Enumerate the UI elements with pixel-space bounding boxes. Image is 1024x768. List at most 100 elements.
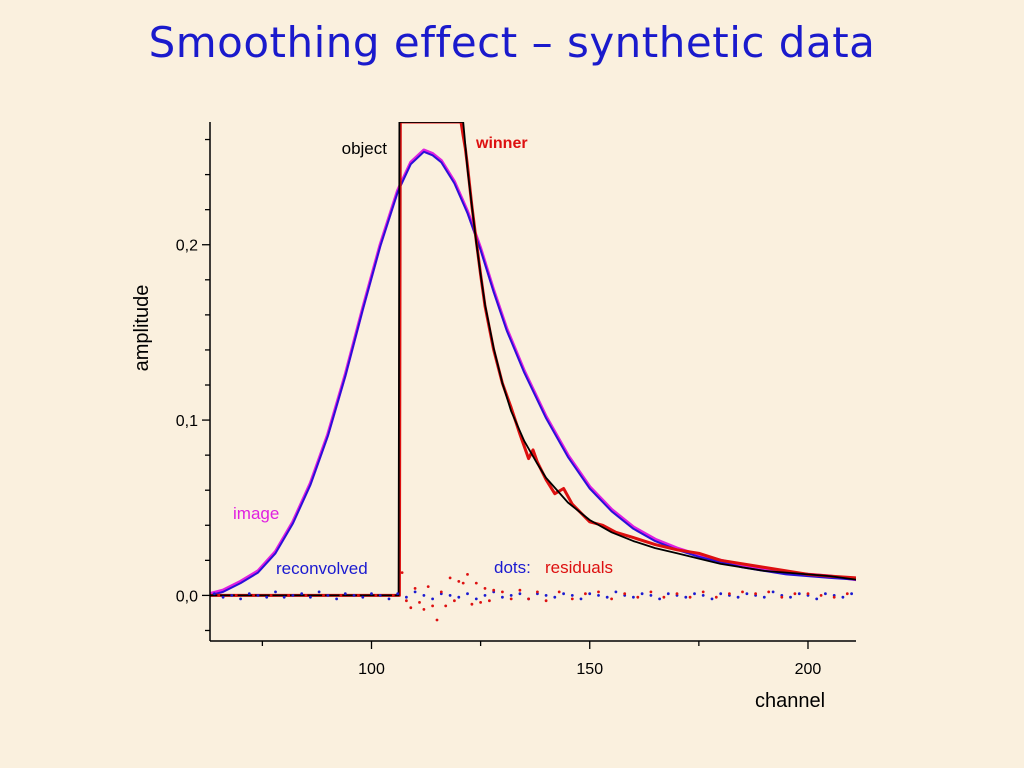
residual-dot-winner [701,590,705,594]
residual-dot-winner [483,587,487,590]
residual-dot-winner [461,581,465,585]
residual-dot-reconvolved [815,597,819,601]
residual-dot-reconvolved [509,594,513,597]
residual-dot-reconvolved [745,592,749,596]
residual-dot-winner [409,606,413,610]
residual-dot-reconvolved [518,592,522,596]
residual-layer [213,571,853,622]
annotation-winner: winner [475,135,528,152]
residual-dot-reconvolved [282,595,286,599]
residual-dot-winner [357,594,360,597]
residual-dot-winner [662,595,666,599]
residual-dot-reconvolved [570,594,574,597]
series-line-reconvolved [210,150,856,597]
residual-dot-winner [518,588,522,592]
residual-dot-reconvolved [666,592,670,596]
residual-dot-reconvolved [719,592,723,596]
residual-dot-winner [304,594,308,597]
residual-dot-winner [793,592,797,596]
annotation-residuals: residuals [545,558,613,577]
residual-dot-winner [536,590,539,594]
residual-dot-reconvolved [588,592,592,596]
residual-dot-reconvolved [579,597,583,601]
residual-dot-winner [457,580,461,583]
residual-dot-winner [557,590,561,594]
residual-dot-winner [217,594,221,597]
residual-dot-reconvolved [553,595,557,599]
residual-dot-reconvolved [597,594,600,597]
y-tick-label: 0,2 [176,238,198,255]
residual-dot-reconvolved [291,594,295,597]
residual-dot-reconvolved [343,592,347,596]
residual-dot-reconvolved [247,592,251,596]
residual-dot-reconvolved [239,597,243,601]
residual-dot-reconvolved [265,595,269,599]
residual-dot-winner [435,618,439,622]
residual-dot-reconvolved [684,595,688,599]
residual-dot-reconvolved [361,595,365,599]
residual-dot-reconvolved [326,594,330,597]
y-axis-title: amplitude [131,285,153,372]
residual-dot-winner [610,597,613,601]
residual-dot-reconvolved [797,592,801,596]
residual-dot-winner [675,592,679,596]
residual-dot-reconvolved [771,590,775,594]
residual-dot-winner [339,594,343,597]
residual-dot-reconvolved [230,594,234,597]
residual-dot-winner [391,594,395,597]
residual-dot-winner [845,592,849,596]
x-axis-title: channel [755,690,825,712]
residual-dot-winner [806,592,810,596]
residual-dot-reconvolved [501,595,504,599]
residual-dot-reconvolved [850,592,853,596]
series-line-winner [210,122,856,597]
residual-dot-winner [470,602,474,606]
residual-dot-winner [422,608,426,611]
residual-dot-reconvolved [378,594,382,597]
residual-dot-winner [466,573,469,576]
y-tick-label: 0,1 [176,413,198,430]
residual-dot-winner [623,592,627,596]
residual-dot-reconvolved [658,597,661,601]
residual-dot-winner [584,592,587,596]
residual-dot-reconvolved [632,595,635,599]
residual-dot-winner [767,590,771,594]
residual-dot-reconvolved [396,592,400,596]
annotation-image: image [233,504,279,523]
annotation-reconvolved: reconvolved [276,559,368,578]
residual-dot-winner [400,571,404,574]
residual-dot-winner [413,587,417,590]
x-tick-label: 100 [358,661,385,678]
residual-dot-winner [474,581,478,585]
residual-dot-reconvolved [762,595,766,599]
residual-dot-winner [728,592,731,596]
residual-dot-winner [509,597,513,601]
residual-dot-winner [636,595,640,599]
residual-dot-winner [544,599,548,603]
residual-dot-reconvolved [448,594,452,597]
residual-dot-winner [448,576,452,580]
residual-dot-reconvolved [483,594,487,597]
residual-dot-reconvolved [309,595,312,599]
residual-dot-winner [234,594,238,597]
residual-dot-winner [501,590,504,594]
series-line-image [210,148,856,596]
residual-dot-winner [819,594,823,597]
residual-dot-winner [741,590,744,594]
residual-dot-reconvolved [274,590,277,594]
residual-dot-winner [426,585,430,588]
residual-dot-reconvolved [213,592,216,596]
residual-dot-reconvolved [562,592,565,596]
annotation-object: object [342,139,388,158]
residual-dot-reconvolved [413,590,417,594]
residual-dot-winner [649,590,653,594]
residual-dot-winner [287,594,290,597]
residual-dot-winner [374,594,378,597]
residual-dot-reconvolved [649,594,653,597]
residual-dot-winner [714,595,718,599]
residual-dot-reconvolved [431,597,434,601]
residual-dot-reconvolved [544,594,548,597]
residual-dot-winner [688,595,692,599]
residual-dot-winner [479,601,482,604]
